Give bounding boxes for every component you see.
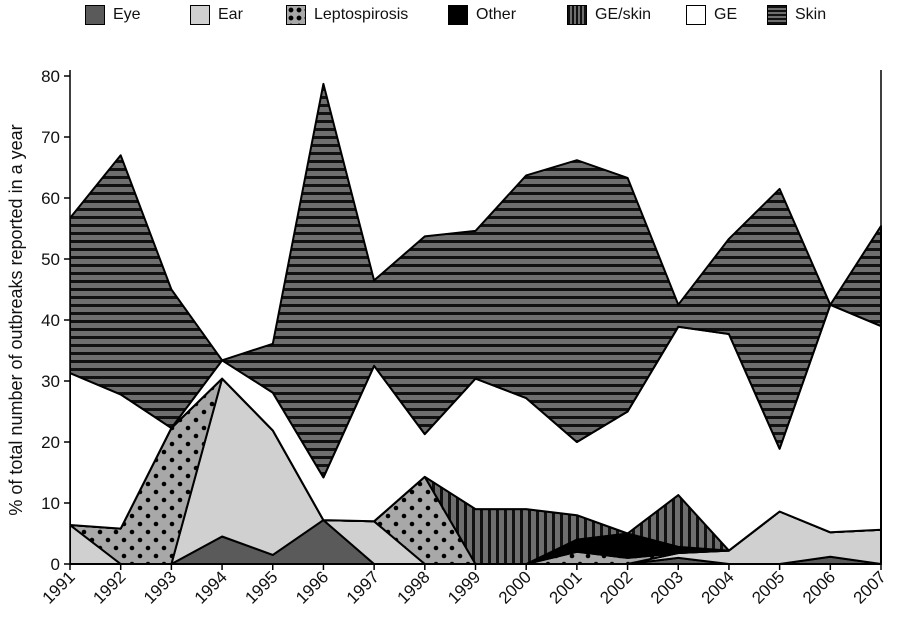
y-tick-label-30: 30 [41, 372, 60, 391]
area-series-group [70, 82, 882, 565]
legend-item-skin: Skin [767, 4, 826, 26]
legend-swatch-ge [686, 5, 706, 25]
legend-item-ear: Ear [190, 4, 243, 26]
legend-label-ge-skin: GE/skin [595, 6, 652, 23]
x-tick-label-1994: 1994 [191, 567, 231, 607]
x-tick-label-1996: 1996 [292, 567, 332, 607]
y-tick-label-0: 0 [51, 555, 60, 574]
x-tick-label-1999: 1999 [444, 567, 484, 607]
x-tick-label-2000: 2000 [495, 567, 535, 607]
legend-item-ge-skin: GE/skin [567, 4, 651, 26]
x-tick-label-2001: 2001 [546, 567, 586, 607]
x-tick-label-2007: 2007 [850, 567, 890, 607]
x-tick-label-1992: 1992 [89, 567, 129, 607]
legend-label-skin: Skin [795, 6, 827, 23]
x-tick-label-1993: 1993 [140, 567, 180, 607]
y-axis-label: % of total number of outbreaks reported … [6, 124, 26, 515]
legend-item-eye: Eye [85, 4, 141, 26]
legend-label-ge: GE [714, 6, 738, 23]
legend-swatch-leptospirosis [286, 5, 306, 25]
legend-swatch-ear [190, 5, 210, 25]
x-tick-label-1997: 1997 [343, 567, 383, 607]
y-tick-label-50: 50 [41, 250, 60, 269]
x-tick-label-1995: 1995 [241, 567, 281, 607]
legend-label-ear: Ear [218, 6, 243, 23]
legend-label-other: Other [476, 6, 517, 23]
legend-item-ge: GE [686, 4, 737, 26]
x-tick-label-2006: 2006 [799, 567, 839, 607]
x-tick-label-1991: 1991 [39, 567, 79, 607]
legend: Eye Ear Leptospirosis Other GE/skin GE S… [0, 4, 897, 28]
legend-label-eye: Eye [113, 6, 141, 23]
y-tick-label-40: 40 [41, 311, 60, 330]
legend-swatch-skin [767, 5, 787, 25]
legend-swatch-other [448, 5, 468, 25]
y-tick-label-10: 10 [41, 494, 60, 513]
legend-item-other: Other [448, 4, 516, 26]
legend-item-leptospirosis: Leptospirosis [286, 4, 408, 26]
y-tick-label-60: 60 [41, 189, 60, 208]
x-tick-label-2005: 2005 [748, 567, 788, 607]
x-tick-label-1998: 1998 [393, 567, 433, 607]
x-tick-label-2002: 2002 [596, 567, 636, 607]
legend-swatch-ge-skin [567, 5, 587, 25]
y-tick-label-20: 20 [41, 433, 60, 452]
y-tick-label-70: 70 [41, 128, 60, 147]
x-tick-label-2003: 2003 [647, 567, 687, 607]
legend-label-leptospirosis: Leptospirosis [314, 6, 409, 23]
y-tick-label-80: 80 [41, 67, 60, 86]
legend-swatch-eye [85, 5, 105, 25]
x-tick-label-2004: 2004 [698, 567, 738, 607]
